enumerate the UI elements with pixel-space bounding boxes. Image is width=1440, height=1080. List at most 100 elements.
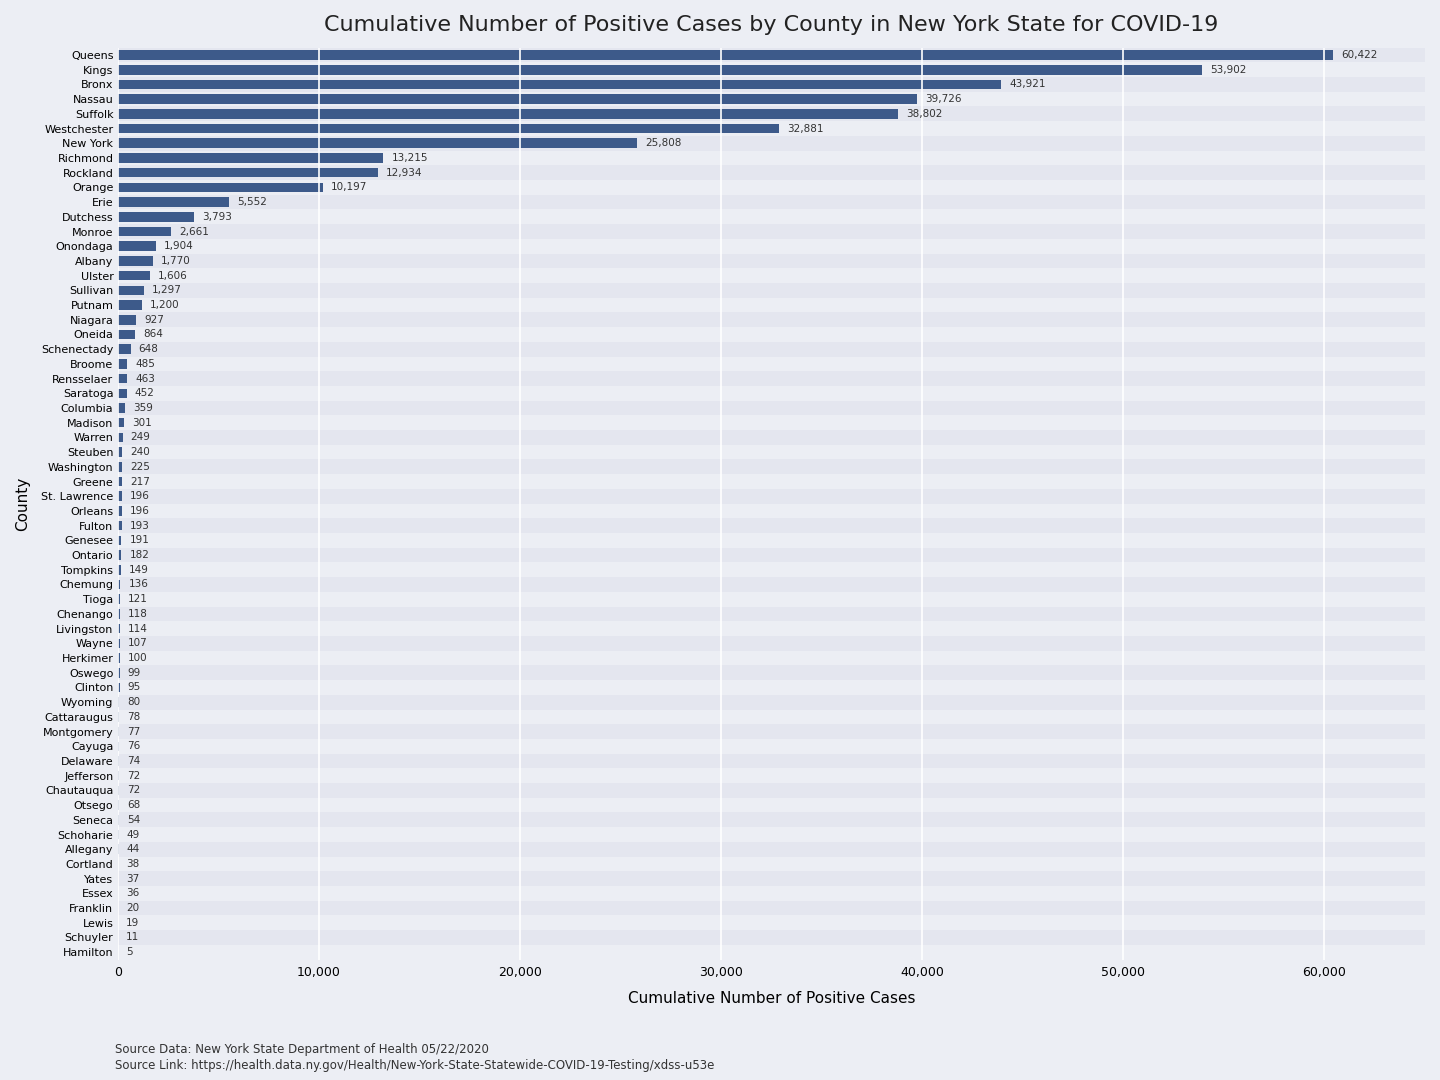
Bar bbox=[118, 77, 1426, 92]
Bar bbox=[118, 386, 1426, 401]
Bar bbox=[118, 771, 120, 781]
Text: 196: 196 bbox=[130, 505, 150, 516]
Bar bbox=[118, 518, 1426, 534]
Text: 100: 100 bbox=[128, 653, 147, 663]
Text: 5: 5 bbox=[125, 947, 132, 957]
Text: 2,661: 2,661 bbox=[179, 227, 209, 237]
Bar bbox=[118, 872, 1426, 886]
Text: 225: 225 bbox=[130, 462, 150, 472]
Bar bbox=[118, 403, 125, 413]
Text: 78: 78 bbox=[127, 712, 141, 721]
Bar bbox=[118, 653, 120, 663]
Text: 452: 452 bbox=[135, 389, 154, 399]
Bar bbox=[118, 138, 636, 148]
Text: 95: 95 bbox=[128, 683, 141, 692]
Bar bbox=[118, 507, 121, 516]
Bar bbox=[118, 329, 135, 339]
Text: 1,606: 1,606 bbox=[158, 271, 187, 281]
Text: 1,200: 1,200 bbox=[150, 300, 180, 310]
Text: 5,552: 5,552 bbox=[238, 197, 268, 207]
Bar bbox=[118, 886, 1426, 901]
Text: 927: 927 bbox=[144, 314, 164, 325]
X-axis label: Cumulative Number of Positive Cases: Cumulative Number of Positive Cases bbox=[628, 990, 914, 1005]
Text: 12,934: 12,934 bbox=[386, 167, 422, 178]
Text: 53,902: 53,902 bbox=[1210, 65, 1246, 75]
Bar bbox=[118, 389, 127, 399]
Bar bbox=[118, 198, 229, 207]
Bar bbox=[118, 65, 1202, 75]
Bar bbox=[118, 242, 156, 251]
Bar bbox=[118, 315, 137, 324]
Text: 1,770: 1,770 bbox=[161, 256, 192, 266]
Bar bbox=[118, 534, 1426, 548]
Text: 38,802: 38,802 bbox=[906, 109, 943, 119]
Bar bbox=[118, 710, 1426, 725]
Bar bbox=[118, 447, 122, 457]
Text: 49: 49 bbox=[127, 829, 140, 839]
Bar bbox=[118, 901, 1426, 916]
Text: 249: 249 bbox=[131, 432, 151, 443]
Bar bbox=[118, 80, 1001, 90]
Bar bbox=[118, 416, 1426, 430]
Text: 19: 19 bbox=[127, 918, 140, 928]
Text: 60,422: 60,422 bbox=[1341, 50, 1377, 60]
Text: 39,726: 39,726 bbox=[924, 94, 962, 104]
Text: 72: 72 bbox=[127, 785, 140, 795]
Bar bbox=[118, 665, 1426, 680]
Bar bbox=[118, 372, 1426, 386]
Bar bbox=[118, 239, 1426, 254]
Text: 121: 121 bbox=[128, 594, 148, 604]
Bar bbox=[118, 63, 1426, 77]
Bar bbox=[118, 725, 1426, 739]
Text: Source Data: New York State Department of Health 05/22/2020: Source Data: New York State Department o… bbox=[115, 1043, 490, 1056]
Bar bbox=[118, 150, 1426, 165]
Bar bbox=[118, 930, 1426, 945]
Bar bbox=[118, 136, 1426, 150]
Text: Source Link: https://health.data.ny.gov/Health/New-York-State-Statewide-COVID-19: Source Link: https://health.data.ny.gov/… bbox=[115, 1059, 714, 1072]
Text: 301: 301 bbox=[131, 418, 151, 428]
Bar bbox=[118, 285, 144, 295]
Text: 359: 359 bbox=[132, 403, 153, 413]
Bar bbox=[118, 194, 1426, 210]
Bar bbox=[118, 374, 127, 383]
Text: 191: 191 bbox=[130, 536, 150, 545]
Bar bbox=[118, 401, 1426, 416]
Text: 44: 44 bbox=[127, 845, 140, 854]
Bar bbox=[118, 624, 120, 633]
Text: 32,881: 32,881 bbox=[788, 123, 824, 134]
Bar bbox=[118, 124, 779, 133]
Bar bbox=[118, 698, 120, 707]
Text: 80: 80 bbox=[127, 698, 141, 707]
Bar bbox=[118, 592, 1426, 607]
Bar bbox=[118, 430, 1426, 445]
Bar bbox=[118, 694, 1426, 710]
Text: 38: 38 bbox=[127, 859, 140, 869]
Text: 72: 72 bbox=[127, 771, 140, 781]
Bar bbox=[118, 268, 1426, 283]
Bar bbox=[118, 548, 1426, 563]
Bar bbox=[118, 768, 1426, 783]
Text: 37: 37 bbox=[127, 874, 140, 883]
Bar bbox=[118, 580, 121, 590]
Bar bbox=[118, 756, 120, 766]
Bar bbox=[118, 916, 1426, 930]
Text: 240: 240 bbox=[131, 447, 150, 457]
Bar bbox=[118, 754, 1426, 768]
Bar bbox=[118, 636, 1426, 650]
Bar bbox=[118, 92, 1426, 107]
Bar bbox=[118, 462, 122, 472]
Bar bbox=[118, 827, 1426, 842]
Text: 182: 182 bbox=[130, 550, 150, 561]
Bar bbox=[118, 594, 120, 604]
Bar bbox=[118, 227, 171, 237]
Text: 196: 196 bbox=[130, 491, 150, 501]
Bar bbox=[118, 165, 1426, 180]
Text: 74: 74 bbox=[127, 756, 141, 766]
Bar bbox=[118, 783, 1426, 798]
Bar bbox=[118, 945, 1426, 959]
Text: 54: 54 bbox=[127, 814, 140, 825]
Bar bbox=[118, 94, 917, 104]
Text: 76: 76 bbox=[127, 741, 141, 752]
Bar bbox=[118, 739, 1426, 754]
Bar bbox=[118, 565, 121, 575]
